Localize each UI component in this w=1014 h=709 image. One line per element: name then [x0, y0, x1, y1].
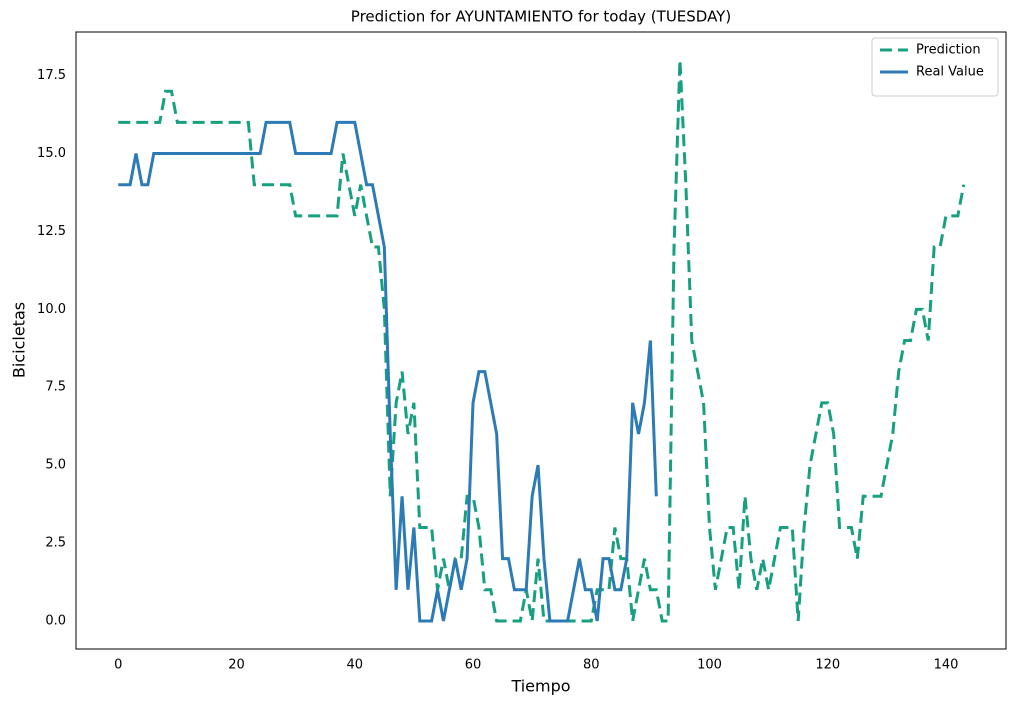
- x-tick-label: 140: [934, 658, 959, 673]
- y-tick-label: 0.0: [45, 613, 66, 628]
- x-axis-label: Tiempo: [510, 677, 570, 696]
- series-line: [118, 59, 966, 623]
- legend-label: Real Value: [916, 65, 984, 80]
- x-tick-label: 0: [114, 658, 122, 673]
- plot-frame: [75, 31, 1007, 650]
- y-tick-label: 17.5: [37, 68, 66, 83]
- x-tick-label: 80: [583, 658, 600, 673]
- y-axis-label: Bicicletas: [10, 302, 29, 378]
- y-tick-label: 12.5: [37, 224, 66, 239]
- y-tick-label: 15.0: [37, 146, 66, 161]
- x-tick-label: 60: [465, 658, 482, 673]
- x-tick-label: 40: [346, 658, 363, 673]
- chart-title: Prediction for AYUNTAMIENTO for today (T…: [351, 8, 731, 26]
- y-tick-label: 7.5: [45, 380, 66, 395]
- x-tick-label: 100: [697, 658, 722, 673]
- legend-box: [871, 37, 999, 97]
- legend-label: Prediction: [916, 43, 981, 58]
- y-tick-label: 10.0: [37, 302, 66, 317]
- x-tick-label: 120: [815, 658, 840, 673]
- y-tick-label: 2.5: [45, 536, 66, 551]
- x-tick-label: 20: [228, 658, 245, 673]
- series-line: [118, 120, 658, 623]
- y-tick-label: 5.0: [45, 458, 66, 473]
